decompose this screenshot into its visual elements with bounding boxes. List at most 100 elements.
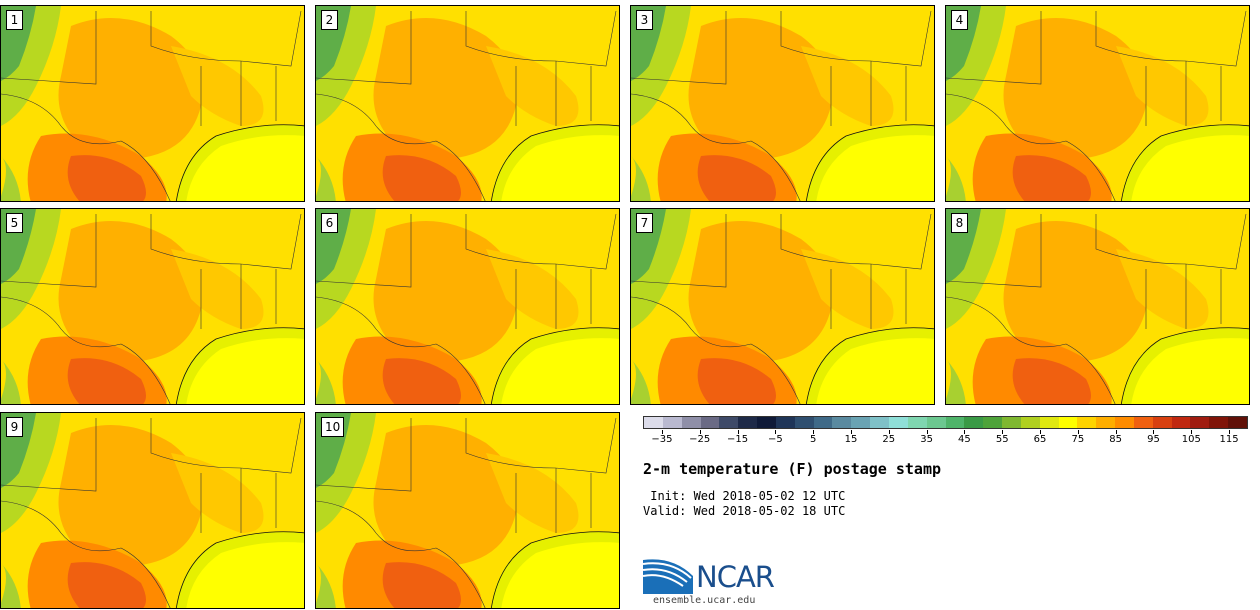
colorbar-tick [926, 430, 928, 434]
colorbar-swatch [662, 417, 682, 428]
colorbar-tick [1191, 430, 1193, 434]
colorbar-ticks: −35 −25 −15 −5 5 15 25 35 45 55 65 75 85 95 105 115 [643, 430, 1248, 450]
colorbar-tick-label: 115 [1219, 434, 1239, 445]
colorbar-tick [1077, 430, 1079, 434]
colorbar-tick [888, 430, 890, 434]
temperature-map [631, 209, 934, 404]
colorbar-swatch [1228, 417, 1247, 428]
panel-label: 2 [321, 10, 338, 30]
panel-label: 4 [951, 10, 968, 30]
colorbar-swatch [851, 417, 871, 428]
map-panel: 5 [0, 208, 305, 405]
colorbar-swatch [1077, 417, 1097, 428]
panel-label: 5 [6, 213, 23, 233]
colorbar-swatch [1152, 417, 1172, 428]
ncar-logo-icon [643, 559, 693, 594]
colorbar-tick [1040, 430, 1042, 434]
colorbar-tick [850, 430, 852, 434]
panel-label: 3 [636, 10, 653, 30]
colorbar-tick-label: 5 [809, 434, 817, 445]
panel-label: 9 [6, 417, 23, 437]
map-panel: 4 [945, 5, 1250, 202]
temperature-map [946, 209, 1249, 404]
colorbar-tick-label: −15 [726, 434, 749, 445]
colorbar-swatch [964, 417, 984, 428]
temperature-map [1, 6, 304, 201]
map-panel: 7 [630, 208, 935, 405]
colorbar [643, 416, 1248, 429]
colorbar-tick [699, 430, 701, 434]
colorbar-tick-label: −5 [767, 434, 783, 445]
colorbar-tick-label: 85 [1109, 434, 1123, 445]
site-url: ensemble.ucar.edu [653, 595, 756, 606]
temperature-map [1, 413, 304, 608]
colorbar-tick [1153, 430, 1155, 434]
colorbar-tick-label: 105 [1181, 434, 1201, 445]
colorbar-swatch [700, 417, 720, 428]
colorbar-tick [813, 430, 815, 434]
colorbar-tick [661, 430, 663, 434]
colorbar-tick [1002, 430, 1004, 434]
colorbar-swatch [757, 417, 776, 428]
colorbar-tick-label: 35 [920, 434, 933, 445]
map-panel: 3 [630, 5, 935, 202]
colorbar-tick [964, 430, 966, 434]
map-panel: 2 [315, 5, 620, 202]
temperature-map [946, 6, 1249, 201]
map-panel: 8 [945, 208, 1250, 405]
colorbar-tick-label: 15 [844, 434, 858, 445]
colorbar-tick-label: 45 [958, 434, 971, 445]
colorbar-swatch [1039, 417, 1059, 428]
valid-time: Valid: Wed 2018-05-02 18 UTC [643, 504, 846, 518]
map-panel: 9 [0, 412, 305, 609]
colorbar-swatch [719, 417, 739, 428]
colorbar-swatch [681, 417, 701, 428]
colorbar-swatch [644, 417, 663, 428]
colorbar-swatch [1209, 417, 1229, 428]
temperature-map [316, 209, 619, 404]
colorbar-swatch [813, 417, 833, 428]
map-panel: 10 [315, 412, 620, 609]
colorbar-tick-label: 65 [1033, 434, 1047, 445]
colorbar-swatch [832, 417, 852, 428]
colorbar-swatch [738, 417, 758, 428]
colorbar-swatch [1002, 417, 1021, 428]
colorbar-tick [1115, 430, 1117, 434]
temperature-map [316, 6, 619, 201]
colorbar-swatch [1171, 417, 1191, 428]
colorbar-swatch [794, 417, 814, 428]
map-panel: 1 [0, 5, 305, 202]
colorbar-tick [775, 430, 777, 434]
colorbar-swatch [907, 417, 927, 428]
colorbar-swatch [1133, 417, 1153, 428]
panel-label: 8 [951, 213, 968, 233]
temperature-map [316, 413, 619, 608]
colorbar-tick-label: −25 [689, 434, 711, 445]
colorbar-tick-label: 95 [1147, 434, 1160, 445]
panel-label: 1 [6, 10, 23, 30]
colorbar-swatch [775, 417, 795, 428]
colorbar-tick [1229, 430, 1231, 434]
colorbar-tick [737, 430, 739, 434]
panel-label: 10 [321, 417, 345, 437]
colorbar-swatch [1058, 417, 1078, 428]
colorbar-tick-label: 25 [882, 434, 896, 445]
colorbar-swatch [945, 417, 965, 428]
panel-label: 7 [636, 213, 653, 233]
plot-title: 2-m temperature (F) postage stamp [643, 460, 942, 478]
colorbar-swatch [870, 417, 889, 428]
colorbar-swatch [1115, 417, 1134, 428]
temperature-map [631, 6, 934, 201]
colorbar-swatch [983, 417, 1003, 428]
panel-label: 6 [321, 213, 338, 233]
colorbar-swatch [1190, 417, 1210, 428]
colorbar-swatch [1020, 417, 1040, 428]
colorbar-tick-label: 55 [995, 434, 1009, 445]
map-panel: 6 [315, 208, 620, 405]
colorbar-swatch [888, 417, 908, 428]
colorbar-tick-label: 75 [1071, 434, 1085, 445]
ncar-logo-text: NCAR [696, 560, 775, 594]
colorbar-swatch [1096, 417, 1116, 428]
colorbar-swatch [926, 417, 946, 428]
colorbar-tick-label: −35 [651, 434, 673, 445]
